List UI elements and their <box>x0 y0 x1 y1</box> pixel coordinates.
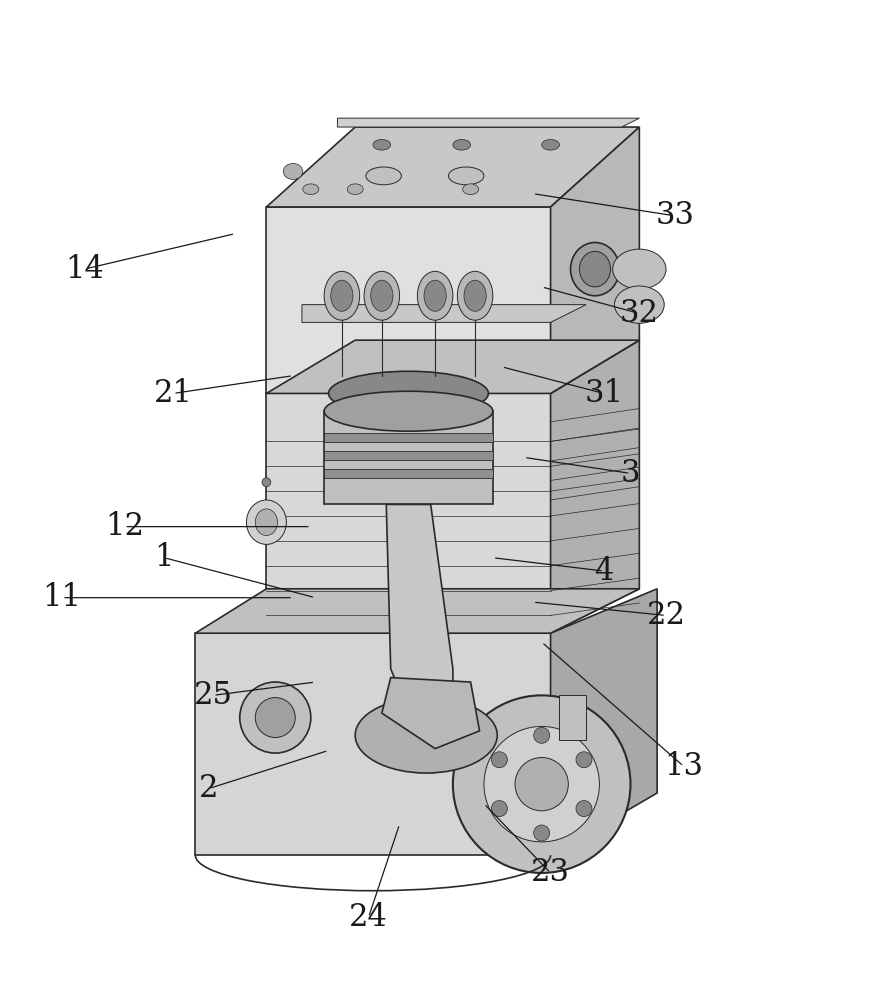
Ellipse shape <box>283 163 303 179</box>
Ellipse shape <box>240 682 311 753</box>
Polygon shape <box>195 589 639 633</box>
Polygon shape <box>386 504 453 713</box>
Text: 12: 12 <box>105 511 144 542</box>
Polygon shape <box>266 393 551 633</box>
Polygon shape <box>337 118 639 127</box>
Ellipse shape <box>457 271 493 320</box>
Ellipse shape <box>330 280 353 311</box>
Ellipse shape <box>347 184 363 195</box>
Ellipse shape <box>515 758 568 811</box>
Ellipse shape <box>571 242 620 296</box>
Text: 21: 21 <box>154 378 193 409</box>
Ellipse shape <box>576 752 592 768</box>
Text: 13: 13 <box>664 751 703 782</box>
Text: 24: 24 <box>349 902 388 933</box>
Polygon shape <box>266 127 639 207</box>
Polygon shape <box>195 633 551 855</box>
Text: 3: 3 <box>621 458 640 489</box>
Polygon shape <box>559 695 586 740</box>
Polygon shape <box>324 451 493 460</box>
Ellipse shape <box>491 752 507 768</box>
Ellipse shape <box>448 167 484 185</box>
Ellipse shape <box>256 698 295 738</box>
Text: 25: 25 <box>194 680 233 711</box>
Ellipse shape <box>453 139 471 150</box>
Ellipse shape <box>355 698 497 773</box>
Ellipse shape <box>246 500 286 544</box>
Polygon shape <box>302 305 586 322</box>
Polygon shape <box>266 340 639 393</box>
Ellipse shape <box>491 801 507 817</box>
Ellipse shape <box>424 280 446 311</box>
Ellipse shape <box>256 509 277 536</box>
Ellipse shape <box>303 184 319 195</box>
Ellipse shape <box>329 371 488 416</box>
Text: 23: 23 <box>531 857 570 888</box>
Ellipse shape <box>464 280 487 311</box>
Polygon shape <box>551 127 639 393</box>
Text: 31: 31 <box>584 378 623 409</box>
Text: 4: 4 <box>594 556 614 587</box>
Text: 11: 11 <box>43 582 82 613</box>
Ellipse shape <box>613 249 666 289</box>
Polygon shape <box>324 469 493 478</box>
Ellipse shape <box>370 280 392 311</box>
Text: 33: 33 <box>655 200 694 231</box>
Text: 22: 22 <box>646 600 686 631</box>
Polygon shape <box>324 433 493 442</box>
Ellipse shape <box>534 825 550 841</box>
Ellipse shape <box>373 139 391 150</box>
Ellipse shape <box>463 184 479 195</box>
Polygon shape <box>551 589 657 855</box>
Ellipse shape <box>580 251 611 287</box>
Ellipse shape <box>576 801 592 817</box>
Polygon shape <box>551 340 639 633</box>
Polygon shape <box>266 207 551 393</box>
Ellipse shape <box>614 286 664 323</box>
Ellipse shape <box>534 727 550 743</box>
Polygon shape <box>324 411 493 504</box>
Ellipse shape <box>453 695 630 873</box>
Ellipse shape <box>417 271 453 320</box>
Text: 32: 32 <box>620 298 659 329</box>
Ellipse shape <box>364 271 400 320</box>
Ellipse shape <box>262 478 271 487</box>
Text: 14: 14 <box>65 254 104 285</box>
Ellipse shape <box>484 726 599 842</box>
Ellipse shape <box>366 167 401 185</box>
Ellipse shape <box>324 271 360 320</box>
Ellipse shape <box>542 139 559 150</box>
Polygon shape <box>382 678 480 749</box>
Ellipse shape <box>324 391 493 431</box>
Text: 1: 1 <box>155 542 174 573</box>
Text: 2: 2 <box>199 773 218 804</box>
